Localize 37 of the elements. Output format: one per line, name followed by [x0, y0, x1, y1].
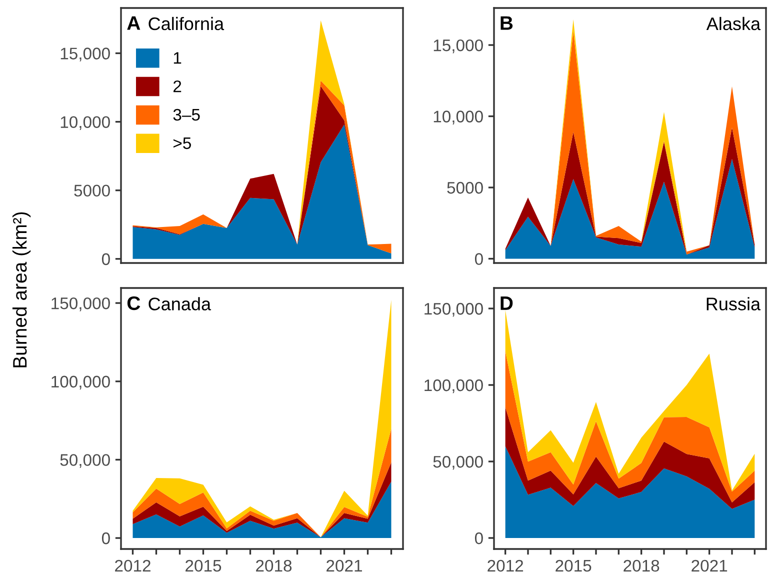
- y-tick-label: 0: [102, 253, 110, 266]
- chart-title: Alaska: [706, 16, 761, 30]
- y-tick-label: 150,000: [424, 302, 483, 317]
- annotation: C: [127, 296, 140, 310]
- x-tick-label: 2018: [256, 560, 292, 572]
- y-tick-label: 10,000: [60, 116, 110, 130]
- chart-title: Russia: [706, 297, 761, 310]
- legend-label: 1: [174, 52, 182, 64]
- y-tick-label: 5000: [447, 182, 483, 194]
- x-tick-label: 2015: [186, 560, 222, 572]
- x-tick-label: 2015: [556, 560, 592, 572]
- y-tick-label: 150,000: [52, 297, 110, 312]
- y-tick-label: 5000: [74, 184, 110, 197]
- chart-title: Canada: [148, 297, 212, 310]
- y-tick-label: 50,000: [433, 456, 483, 470]
- x-tick-label: 2012: [115, 560, 150, 572]
- annotation: D: [500, 296, 513, 310]
- legend-label: 3–5: [173, 108, 200, 121]
- x-tick-label: 2021: [692, 560, 728, 572]
- y-axis-title: Burned area (km²): [12, 212, 31, 368]
- annotation: A: [127, 16, 140, 30]
- legend-label: 2: [174, 80, 182, 92]
- y-tick-label: 0: [474, 532, 483, 544]
- x-tick-label: 2018: [624, 560, 660, 572]
- y-tick-label: 100,000: [52, 376, 110, 390]
- y-tick-label: 0: [474, 253, 483, 265]
- y-tick-label: 100,000: [424, 379, 483, 394]
- legend-label: >5: [173, 137, 191, 150]
- x-tick-label: 2021: [326, 560, 362, 572]
- y-tick-label: 15,000: [60, 48, 110, 62]
- y-tick-label: 50,000: [60, 454, 110, 468]
- y-tick-label: 15,000: [434, 39, 483, 54]
- annotation: B: [500, 16, 513, 30]
- x-tick-label: 2012: [488, 560, 524, 572]
- chart-title: California: [148, 16, 224, 30]
- y-tick-label: 10,000: [434, 110, 483, 124]
- y-tick-label: 0: [102, 532, 110, 544]
